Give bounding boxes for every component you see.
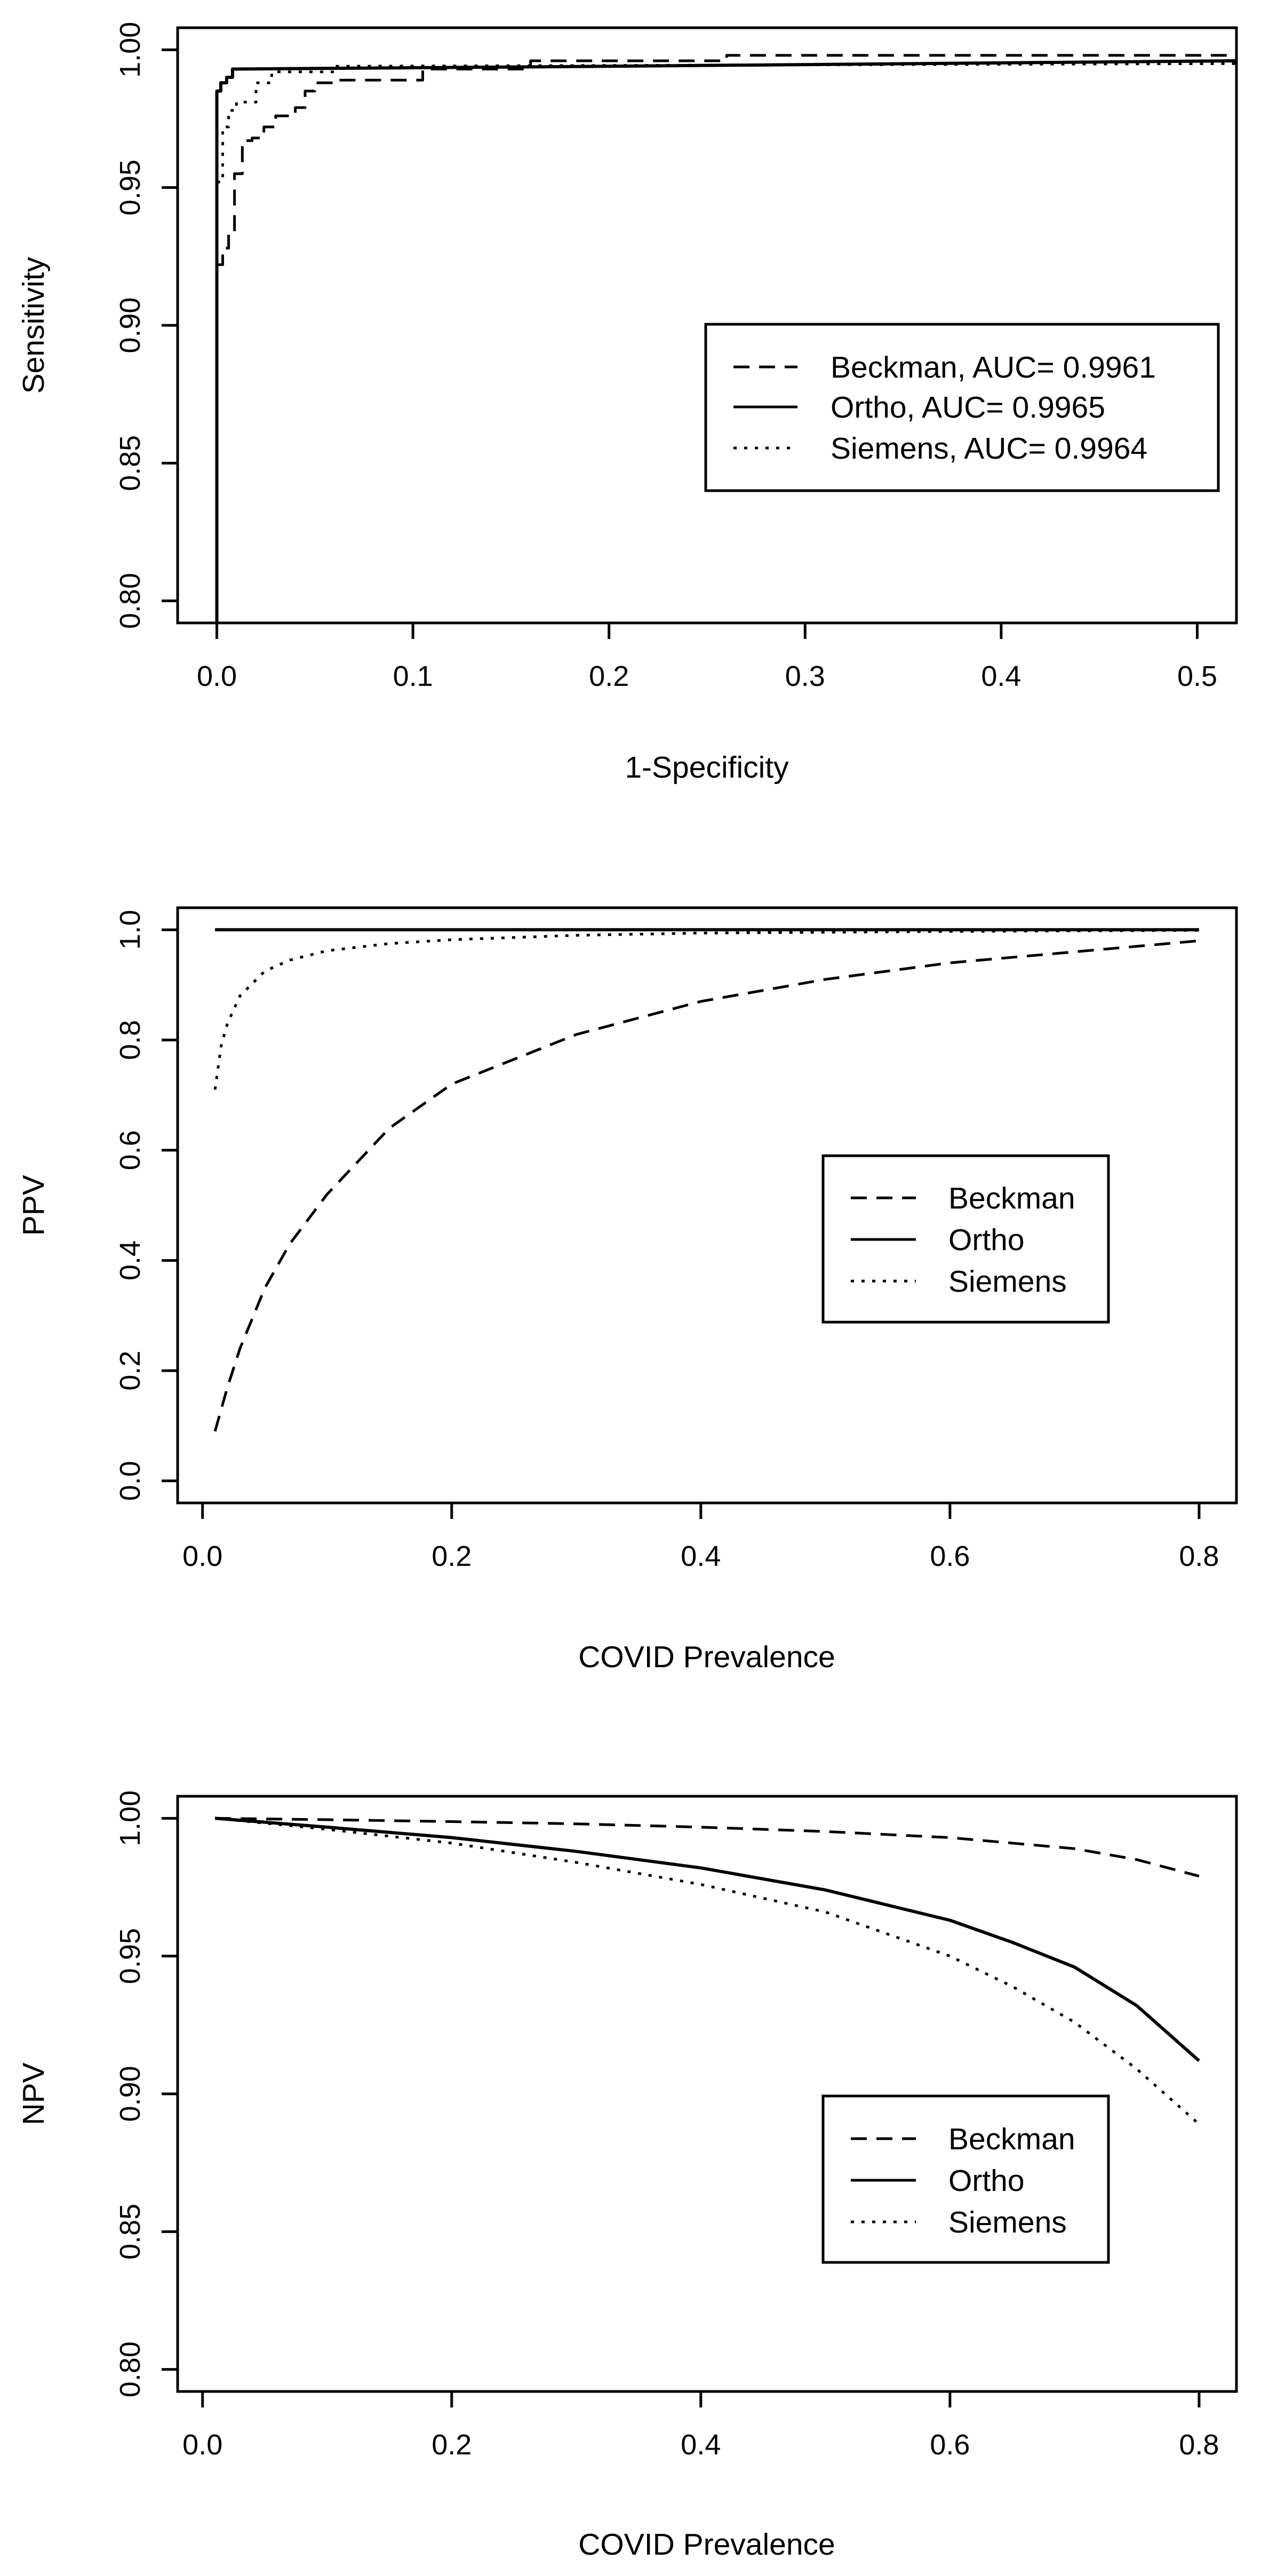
roc-ytick-label: 0.85 [114,435,146,491]
roc-panel: 0.0 0.1 0.2 0.3 0.4 0.5 0.80 0.85 0.90 0… [17,22,1238,785]
npv-xtick-label: 0.4 [681,2429,721,2461]
roc-ytick-label: 1.00 [114,22,146,78]
ppv-ytick-label: 0.8 [114,1020,146,1060]
ppv-ytick-label: 0.2 [114,1350,146,1390]
npv-ytick-label: 0.80 [114,2341,146,2397]
ppv-xtick-labels: 0.0 0.2 0.4 0.6 0.8 [182,1540,1219,1572]
ppv-ytick-label: 1.0 [114,910,146,950]
npv-line-beckman [215,1817,1200,1878]
npv-line-ortho [214,1817,1200,2062]
npv-axis-ticks [162,1817,1201,2407]
ppv-ytick-label: 0.0 [114,1461,146,1501]
roc-axis-ticks [162,48,1199,639]
npv-ytick-label: 0.95 [114,1928,146,1984]
npv-x-axis-title: COVID Prevalence [578,2527,835,2562]
ppv-y-axis-title: PPV [17,1175,51,1236]
roc-line-beckman [217,54,1236,266]
npv-ytick-labels: 0.80 0.85 0.90 0.95 1.00 [114,1790,146,2397]
npv-legend-label-ortho: Ortho [948,2164,1025,2198]
npv-xtick-labels: 0.0 0.2 0.4 0.6 0.8 [182,2429,1219,2461]
npv-xtick-label: 0.0 [182,2429,222,2461]
roc-series-lines [215,54,1237,623]
npv-legend-label-siemens: Siemens [948,2205,1067,2239]
npv-series-lines [214,1817,1200,2125]
roc-xtick-label: 0.0 [197,660,237,692]
npv-plot-frame [176,1795,1238,2393]
roc-xtick-labels: 0.0 0.1 0.2 0.3 0.4 0.5 [197,660,1217,692]
roc-xtick-label: 0.1 [393,660,433,692]
roc-ytick-label: 0.90 [114,297,146,353]
npv-line-siemens [214,1817,1200,2125]
ppv-ytick-label: 0.6 [114,1130,146,1170]
ppv-series-lines [213,928,1200,1432]
roc-xtick-label: 0.3 [785,660,825,692]
npv-xtick-label: 0.2 [432,2429,472,2461]
ppv-xtick-label: 0.6 [930,1540,970,1572]
npv-legend-label-beckman: Beckman [948,2122,1075,2156]
roc-legend-label-ortho: Ortho, AUC= 0.9965 [831,390,1105,425]
ppv-xtick-label: 0.0 [182,1540,222,1572]
npv-legend: Beckman Ortho Siemens [821,2094,1110,2264]
ppv-legend: Beckman Ortho Siemens [821,1154,1110,1324]
roc-legend: Beckman, AUC= 0.9961 Ortho, AUC= 0.9965 … [704,323,1220,492]
roc-xtick-label: 0.5 [1177,660,1217,692]
npv-ytick-label: 0.90 [114,2066,146,2122]
ppv-legend-label-beckman: Beckman [948,1181,1075,1215]
npv-ytick-label: 1.00 [114,1790,146,1846]
ppv-x-axis-title: COVID Prevalence [578,1640,835,1674]
roc-ytick-label: 0.95 [114,159,146,215]
ppv-legend-label-ortho: Ortho [948,1223,1025,1257]
npv-y-axis-title: NPV [17,2062,51,2125]
ppv-legend-label-siemens: Siemens [948,1265,1067,1299]
ppv-plot-frame [176,906,1238,1505]
npv-xtick-label: 0.6 [930,2429,970,2461]
roc-legend-label-beckman: Beckman, AUC= 0.9961 [831,350,1156,385]
roc-legend-label-siemens: Siemens, AUC= 0.9964 [831,431,1147,466]
ppv-xtick-label: 0.8 [1179,1540,1219,1572]
ppv-panel: 0.0 0.2 0.4 0.6 0.8 0.0 0.2 0.4 0.6 0.8 … [17,906,1238,1674]
npv-ytick-label: 0.85 [114,2204,146,2260]
ppv-line-siemens [213,929,1199,1090]
ppv-line-beckman [213,939,1200,1432]
roc-line-ortho [215,59,1237,623]
roc-ytick-label: 0.80 [114,573,146,629]
ppv-axis-ticks [162,928,1201,1519]
roc-x-axis-title: 1-Specificity [625,750,789,785]
roc-xtick-label: 0.4 [981,660,1021,692]
roc-y-axis-title: Sensitivity [17,257,51,394]
roc-line-siemens [217,62,1237,183]
roc-xtick-label: 0.2 [589,660,629,692]
npv-xtick-label: 0.8 [1179,2429,1219,2461]
ppv-xtick-label: 0.2 [432,1540,472,1572]
ppv-ytick-label: 0.4 [114,1241,146,1281]
ppv-xtick-label: 0.4 [681,1540,721,1572]
ppv-ytick-labels: 0.0 0.2 0.4 0.6 0.8 1.0 [114,910,146,1501]
roc-ytick-labels: 0.80 0.85 0.90 0.95 1.00 [114,22,146,629]
npv-panel: 0.0 0.2 0.4 0.6 0.8 0.80 0.85 0.90 0.95 … [17,1790,1238,2562]
